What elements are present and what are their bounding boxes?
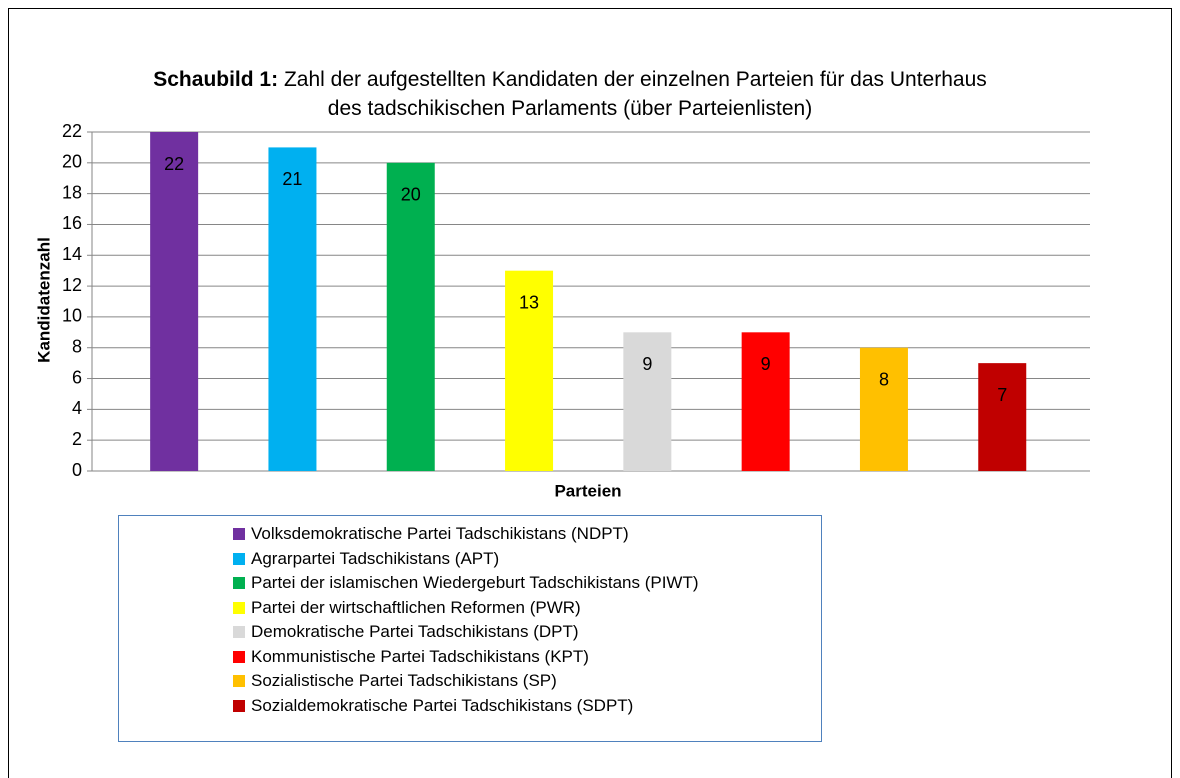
chart-title: Schaubild 1: Zahl der aufgestellten Kand… bbox=[140, 65, 1000, 123]
y-tick-label: 4 bbox=[72, 398, 82, 418]
legend-label: Volksdemokratische Partei Tadschikistans… bbox=[251, 524, 629, 543]
value-label: 21 bbox=[282, 169, 302, 189]
legend-label: Agrarpartei Tadschikistans (APT) bbox=[251, 548, 500, 568]
value-label: 13 bbox=[519, 292, 539, 312]
y-tick-label: 16 bbox=[62, 213, 82, 233]
legend-label: Demokratische Partei Tadschikistans (DPT… bbox=[251, 622, 579, 641]
y-tick-label: 0 bbox=[72, 460, 82, 480]
legend-label: Partei der islamischen Wiedergeburt Tads… bbox=[251, 573, 699, 592]
y-tick-label: 22 bbox=[62, 121, 82, 141]
legend-swatch bbox=[233, 650, 245, 663]
legend: Volksdemokratische Partei Tadschikistans… bbox=[118, 515, 822, 742]
y-tick-label: 10 bbox=[62, 306, 82, 326]
y-tick-label: 14 bbox=[62, 244, 82, 264]
legend-entry: Partei der wirtschaftlichen Reformen (PW… bbox=[119, 596, 821, 621]
frame bbox=[8, 8, 1172, 778]
legend-entry: Demokratische Partei Tadschikistans (DPT… bbox=[119, 620, 821, 645]
legend-label: Partei der wirtschaftlichen Reformen (PW… bbox=[251, 597, 581, 617]
legend-label: Sozialistische Partei Tadschikistans (SP… bbox=[251, 671, 557, 690]
legend-entry: Sozialdemokratische Partei Tadschikistan… bbox=[119, 694, 821, 719]
y-tick-label: 18 bbox=[62, 182, 82, 202]
bar bbox=[386, 162, 435, 471]
legend-swatch bbox=[233, 552, 245, 565]
bar bbox=[150, 132, 199, 471]
legend-swatch bbox=[233, 675, 245, 687]
title-text: Zahl der aufgestellten Kandidaten der ei… bbox=[283, 68, 987, 120]
title-label: Schaubild 1: bbox=[153, 68, 279, 91]
legend-entry: Partei der islamischen Wiedergeburt Tads… bbox=[119, 571, 821, 596]
value-label: 9 bbox=[761, 354, 771, 374]
bar bbox=[505, 270, 554, 471]
value-label: 22 bbox=[164, 154, 184, 174]
y-tick-label: 8 bbox=[72, 336, 82, 356]
bar bbox=[268, 147, 317, 471]
legend-swatch bbox=[233, 601, 245, 614]
bar bbox=[978, 363, 1027, 471]
bar bbox=[741, 332, 790, 471]
value-label: 9 bbox=[642, 354, 652, 374]
legend-entry: Volksdemokratische Partei Tadschikistans… bbox=[119, 522, 821, 547]
legend-swatch bbox=[233, 577, 245, 589]
legend-label: Kommunistische Partei Tadschikistans (KP… bbox=[251, 646, 589, 666]
x-axis-label: Parteien bbox=[554, 481, 621, 500]
legend-entry: Agrarpartei Tadschikistans (APT) bbox=[119, 547, 821, 572]
y-axis-label: Kandidatenzahl bbox=[34, 237, 53, 363]
legend-label: Sozialdemokratische Partei Tadschikistan… bbox=[251, 695, 634, 715]
y-tick-label: 6 bbox=[72, 367, 82, 387]
bar bbox=[859, 347, 908, 471]
legend-swatch bbox=[233, 699, 245, 712]
legend-entry: Kommunistische Partei Tadschikistans (KP… bbox=[119, 645, 821, 670]
legend-swatch bbox=[233, 626, 245, 638]
value-label: 20 bbox=[401, 185, 421, 205]
y-tick-label: 20 bbox=[62, 152, 82, 172]
legend-swatch bbox=[233, 528, 245, 540]
bar bbox=[623, 332, 672, 471]
value-label: 8 bbox=[879, 369, 889, 389]
y-tick-label: 12 bbox=[62, 275, 82, 295]
value-label: 7 bbox=[997, 385, 1007, 405]
legend-entry: Sozialistische Partei Tadschikistans (SP… bbox=[119, 669, 821, 694]
y-tick-label: 2 bbox=[72, 429, 82, 449]
